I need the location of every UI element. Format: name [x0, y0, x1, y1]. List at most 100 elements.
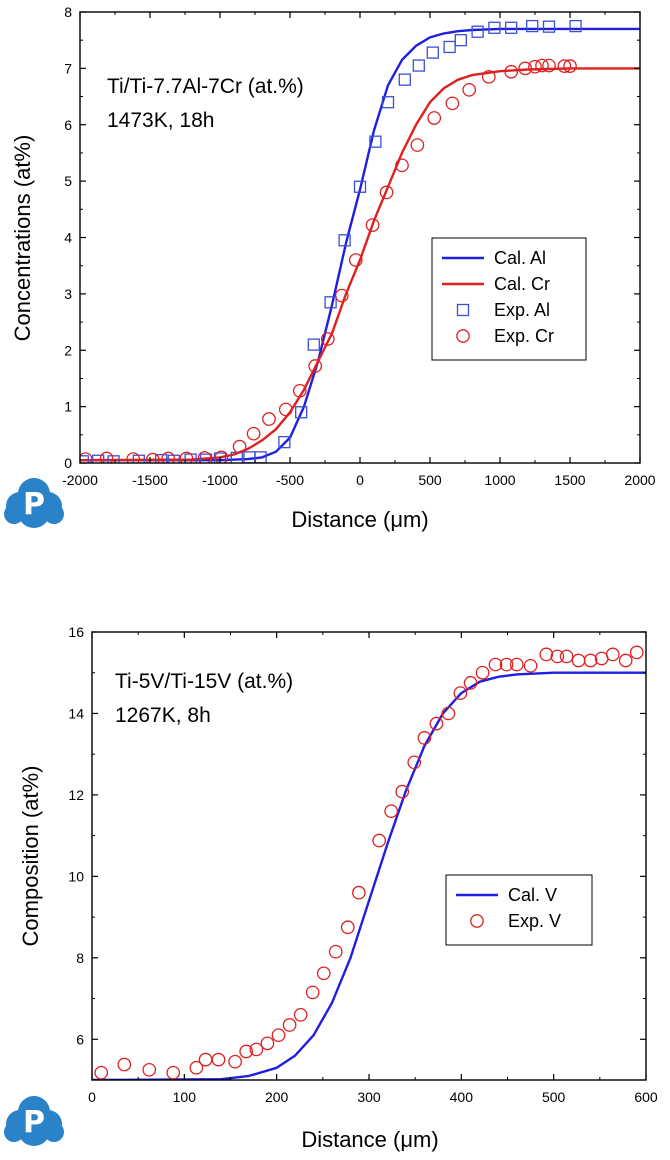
data-point: [232, 439, 247, 454]
data-point: [462, 82, 477, 97]
data-point: [80, 452, 93, 463]
data-point: [271, 1028, 286, 1043]
chart-bottom: 0 100 200 300 400 500 600 6 8 10 12 14 16 Ti-5V/Ti-1…: [18, 624, 658, 1152]
data-point: [305, 985, 320, 1000]
data-point: [407, 755, 422, 770]
data-point: [381, 96, 395, 109]
data-point: [535, 58, 549, 73]
data-point: [179, 451, 194, 463]
x-tick-label: 500: [542, 1089, 566, 1105]
data-point: [412, 59, 425, 72]
x-tick-label: 1000: [484, 472, 515, 488]
legend: Cal. Al Cal. Cr Exp. Al Exp. Cr: [431, 237, 587, 361]
data-point: [398, 73, 411, 86]
legend-symbol: [456, 303, 470, 317]
data-point: [571, 653, 586, 668]
data-point: [213, 452, 227, 463]
data-point: [278, 402, 293, 417]
data-point: [228, 1054, 242, 1069]
annotation-line-1: Ti-5V/Ti-15V (at.%): [115, 670, 293, 693]
data-point: [443, 40, 456, 54]
data-point: [559, 649, 574, 664]
data-point: [557, 59, 572, 73]
logo-badge-icon: P: [4, 1096, 64, 1146]
data-point: [563, 59, 577, 73]
chart-top: -2000 -1500 -1000 -500 0 500 1000 1500 2000 0 1 2 3 4…: [10, 4, 656, 532]
data-point: [441, 706, 456, 721]
data-point: [528, 59, 542, 74]
data-point: [505, 21, 518, 34]
data-point: [198, 1052, 213, 1067]
y-axis-title: Concentrations (at%): [10, 135, 35, 342]
data-point: [214, 450, 229, 463]
data-point: [308, 359, 323, 373]
data-point: [328, 944, 343, 959]
x-tick-label: 1500: [554, 472, 585, 488]
data-point: [117, 1057, 132, 1072]
data-point: [427, 111, 442, 125]
data-point: [282, 1018, 297, 1032]
data-point: [429, 716, 444, 731]
data-point: [155, 454, 168, 463]
data-point: [605, 647, 620, 662]
x-tick-label: 500: [418, 472, 442, 488]
x-tick-label: -1000: [202, 472, 238, 488]
data-point: [199, 453, 213, 463]
data-point: [542, 58, 556, 73]
data-point: [453, 686, 468, 700]
data-point: [379, 185, 394, 200]
data-point: [539, 647, 554, 662]
y-tick-label: 14: [68, 705, 84, 721]
data-point: [542, 20, 556, 33]
data-point: [629, 645, 644, 660]
data-point: [475, 665, 490, 680]
data-point: [295, 406, 308, 419]
x-tick-label: 400: [450, 1089, 474, 1105]
data-point: [488, 657, 503, 672]
plot-frame: [91, 631, 647, 1081]
data-point: [99, 451, 114, 463]
y-tick-label: 7: [64, 60, 72, 76]
data-point: [504, 64, 519, 79]
data-point: [618, 653, 633, 668]
y-tick-label: 8: [76, 950, 84, 966]
y-tick-label: 2: [64, 342, 72, 358]
data-point: [239, 1044, 254, 1059]
data-point: [353, 180, 367, 193]
legend-symbol: [456, 329, 470, 343]
y-tick-label: 0: [64, 455, 72, 471]
data-point: [320, 332, 335, 346]
series-line-cal-cr: [80, 67, 640, 462]
data-point: [518, 61, 533, 76]
data-point: [499, 657, 514, 672]
data-point: [372, 833, 387, 848]
data-point: [92, 454, 105, 463]
data-point: [426, 46, 439, 59]
series-line-cal-v: [92, 671, 646, 1080]
data-point: [211, 1052, 226, 1067]
data-point: [249, 1042, 264, 1057]
y-tick-label: 8: [64, 4, 72, 20]
data-point: [293, 1007, 308, 1022]
data-point: [583, 653, 598, 668]
data-point: [348, 253, 363, 267]
x-tick-label: -2000: [62, 472, 98, 488]
data-point: [445, 96, 460, 111]
data-point: [338, 234, 351, 247]
data-point: [94, 1065, 109, 1080]
x-tick-label: 600: [634, 1089, 658, 1105]
y-tick-label: 12: [68, 787, 84, 803]
legend-label: Cal. V: [508, 885, 557, 905]
annotation-line-2: 1473K, 18h: [107, 109, 214, 132]
data-point: [509, 657, 524, 672]
x-axis-title: Distance (μm): [301, 1127, 438, 1152]
data-point: [197, 451, 212, 463]
data-point: [463, 676, 478, 690]
data-point: [395, 158, 409, 173]
data-point: [246, 426, 261, 441]
svg-text:P: P: [23, 1105, 45, 1140]
annotation-line-1: Ti/Ti-7.7Al-7Cr (at.%): [107, 75, 304, 98]
legend-box: [445, 874, 593, 946]
data-point: [410, 138, 425, 152]
